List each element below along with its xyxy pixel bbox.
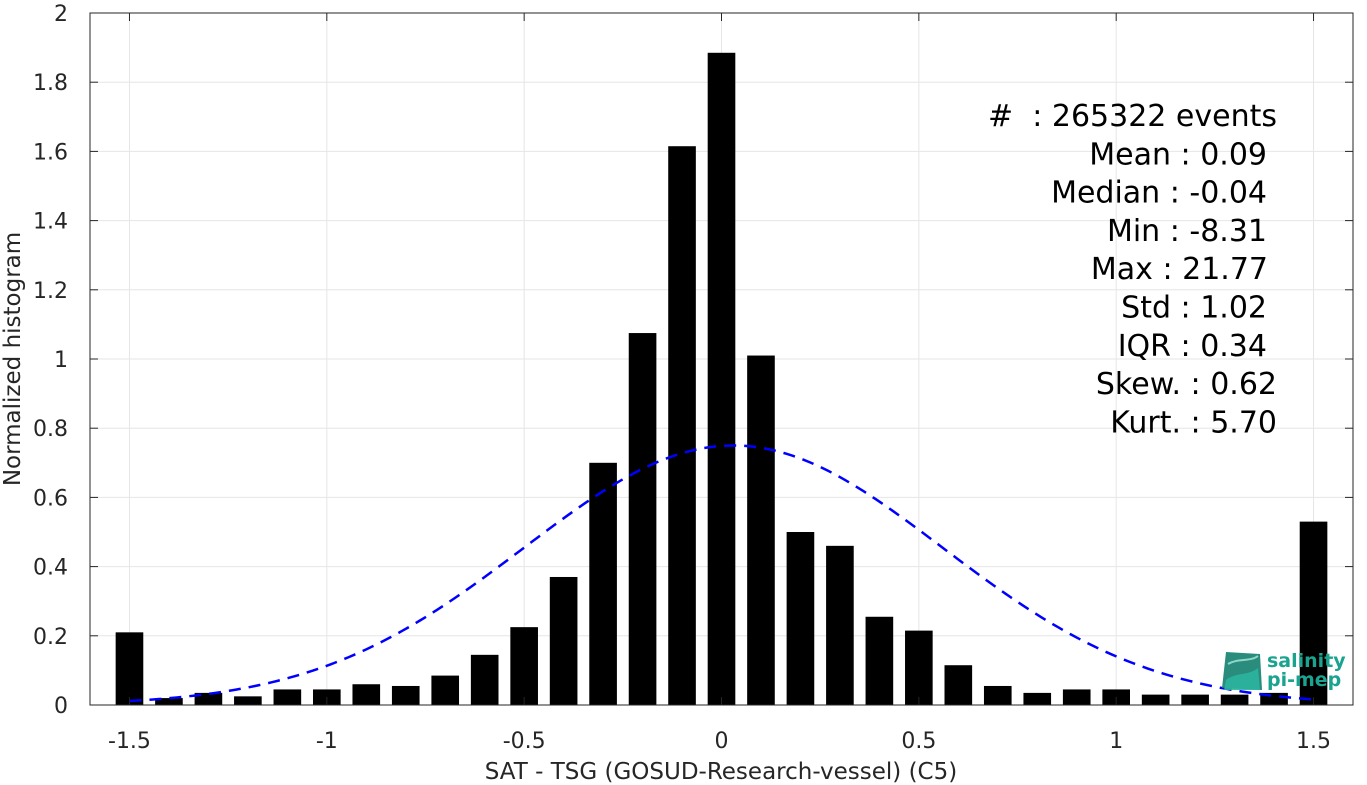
histogram-bar [983,685,1012,705]
y-tick-label: 1.8 [33,71,68,96]
x-tick-label: -0.5 [503,729,546,754]
histogram-bar [1141,694,1170,705]
histogram-bar [668,146,696,705]
y-tick-label: 1.4 [33,210,68,235]
stat-line: Median : -0.04 [1051,176,1267,211]
histogram-bar [1023,692,1052,705]
y-tick-label: 0 [54,694,68,719]
histogram-bar [194,692,223,705]
axes-frame [89,12,1354,706]
histogram-bar [747,355,775,705]
logo-line-2: pi-mep [1267,669,1341,691]
histogram-bar [865,616,894,705]
histogram-bar [115,632,144,705]
stat-line: Skew. : 0.62 [1096,367,1277,402]
y-tick-label: 2 [54,2,68,27]
stat-line: Mean : 0.09 [1089,137,1267,172]
histogram-bar [786,532,815,705]
x-tick-label: -1.5 [108,729,151,754]
histogram-bar [707,52,736,706]
bars [115,52,1328,706]
x-tick-label: -1 [316,729,338,754]
stat-line: Kurt. : 5.70 [1110,405,1277,440]
stat-line: Std : 1.02 [1121,291,1267,326]
y-tick-label: 0.8 [33,417,68,442]
y-tick-label: 0.2 [33,625,68,650]
y-tick-label: 1.2 [33,279,68,304]
stat-line: # : 265322 events [988,99,1277,134]
histogram-bar [1299,521,1328,705]
histogram-bar [1181,694,1209,705]
histogram-bar [1220,694,1249,705]
histogram-bar [944,665,973,705]
gaussian-fit-curve [129,444,1314,703]
histogram-bar [234,696,262,705]
y-tick-label: 1.6 [33,140,68,165]
histogram-bar [1062,689,1091,705]
histogram-bar [155,698,183,705]
y-tick-label: 1 [54,348,68,373]
logo-mark-icon [1222,652,1262,690]
y-tick-label: 0.4 [33,556,68,581]
y-axis-label: Normalized histogram [0,232,26,486]
histogram-bar [589,462,617,705]
x-tick-label: 1 [1109,729,1123,754]
histogram-bar [391,685,420,705]
histogram-bar [273,689,302,705]
histogram-bar [510,627,538,705]
logo-line-1: salinity [1267,650,1346,672]
histogram-bar [628,333,657,705]
histogram-bar [549,576,578,705]
x-tick-label: 1.5 [1296,729,1331,754]
stat-line: IQR : 0.34 [1118,329,1267,364]
x-tick-label: 0 [715,729,729,754]
histogram-bar [470,654,499,705]
x-tick-label: 0.5 [901,729,936,754]
stat-line: Max : 21.77 [1091,252,1268,287]
stat-line: Min : -8.31 [1107,214,1267,249]
histogram-bar [431,675,460,705]
salinity-pi-mep-logo: salinity pi-mep [1222,650,1346,691]
histogram-bar [352,684,381,705]
histogram-bar [905,630,933,705]
fit-curve-layer [129,444,1314,703]
tick-labels: -1.5 -1 -0.5 0 0.5 1 1.5 0 0.2 0.4 0.6 0.8 1 1.2 1.4 1.… [33,2,1331,754]
histogram-bar [826,545,854,705]
x-axis-label: SAT - TSG (GOSUD-Research-vessel) (C5) [485,759,957,785]
y-tick-label: 0.6 [33,486,68,511]
